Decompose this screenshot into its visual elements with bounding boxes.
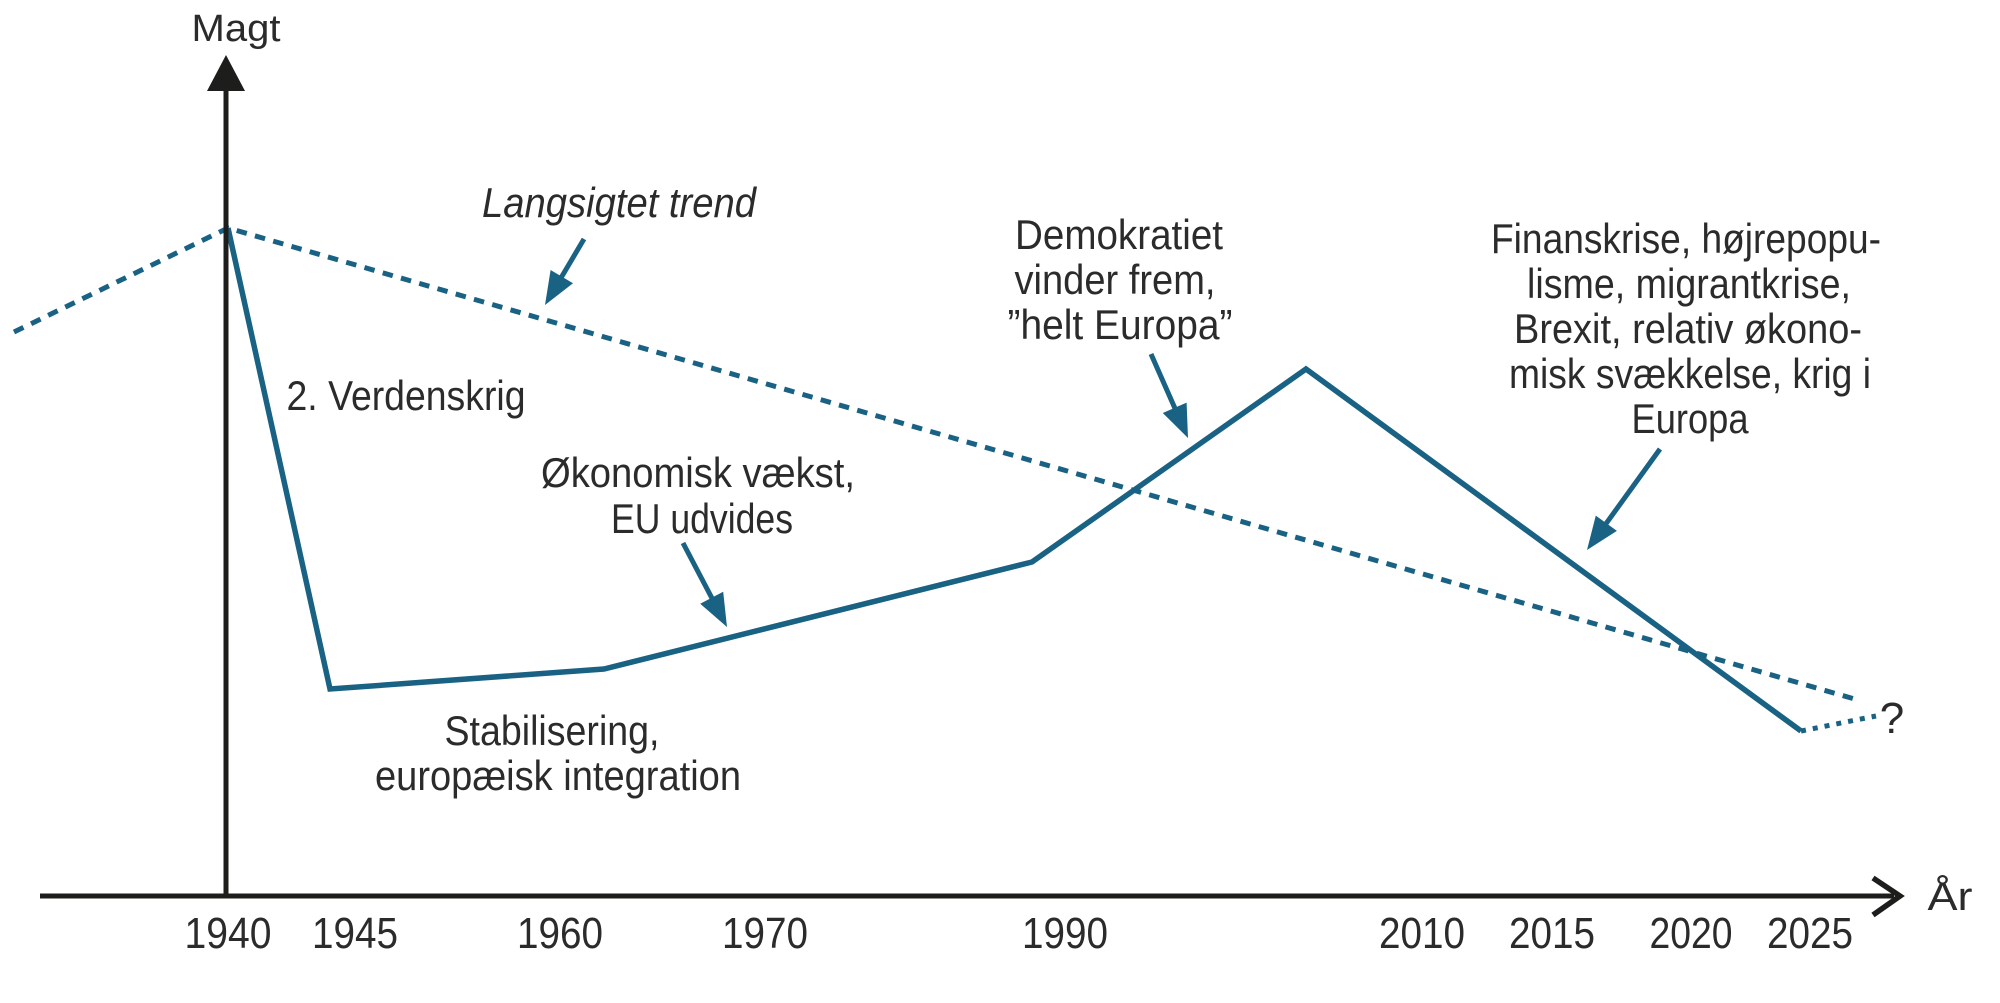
svg-text:2015: 2015 [1509,909,1595,958]
svg-text:1945: 1945 [312,909,398,958]
svg-text:Stabilisering,: Stabilisering, [445,707,660,754]
svg-text:?: ? [1880,694,1904,743]
svg-text:1970: 1970 [722,909,808,958]
svg-text:1960: 1960 [517,909,603,958]
svg-text:2. Verdenskrig: 2. Verdenskrig [287,372,526,419]
svg-text:Finanskrise, højrepopu-: Finanskrise, højrepopu- [1491,215,1881,262]
svg-text:Europa: Europa [1632,395,1750,442]
svg-text:År: År [1928,874,1973,919]
svg-text:Magt: Magt [192,8,281,50]
svg-text:misk svækkelse, krig i: misk svækkelse, krig i [1509,350,1871,397]
svg-text:vinder frem,: vinder frem, [1015,256,1216,303]
svg-text:EU udvides: EU udvides [611,495,793,542]
svg-text:Langsigtet trend: Langsigtet trend [482,179,757,226]
svg-text:1990: 1990 [1022,909,1108,958]
svg-text:Demokratiet: Demokratiet [1015,211,1223,258]
svg-text:2010: 2010 [1379,909,1465,958]
svg-text:Økonomisk vækst,: Økonomisk vækst, [541,449,855,496]
svg-text:2020: 2020 [1650,909,1733,958]
svg-text:”helt Europa”: ”helt Europa” [1008,301,1233,348]
svg-text:2025: 2025 [1767,909,1853,958]
svg-text:1940: 1940 [185,909,272,958]
svg-text:Brexit, relativ økono-: Brexit, relativ økono- [1514,305,1862,352]
svg-text:europæisk integration: europæisk integration [375,752,741,799]
svg-text:lisme, migrantkrise,: lisme, migrantkrise, [1527,260,1851,307]
